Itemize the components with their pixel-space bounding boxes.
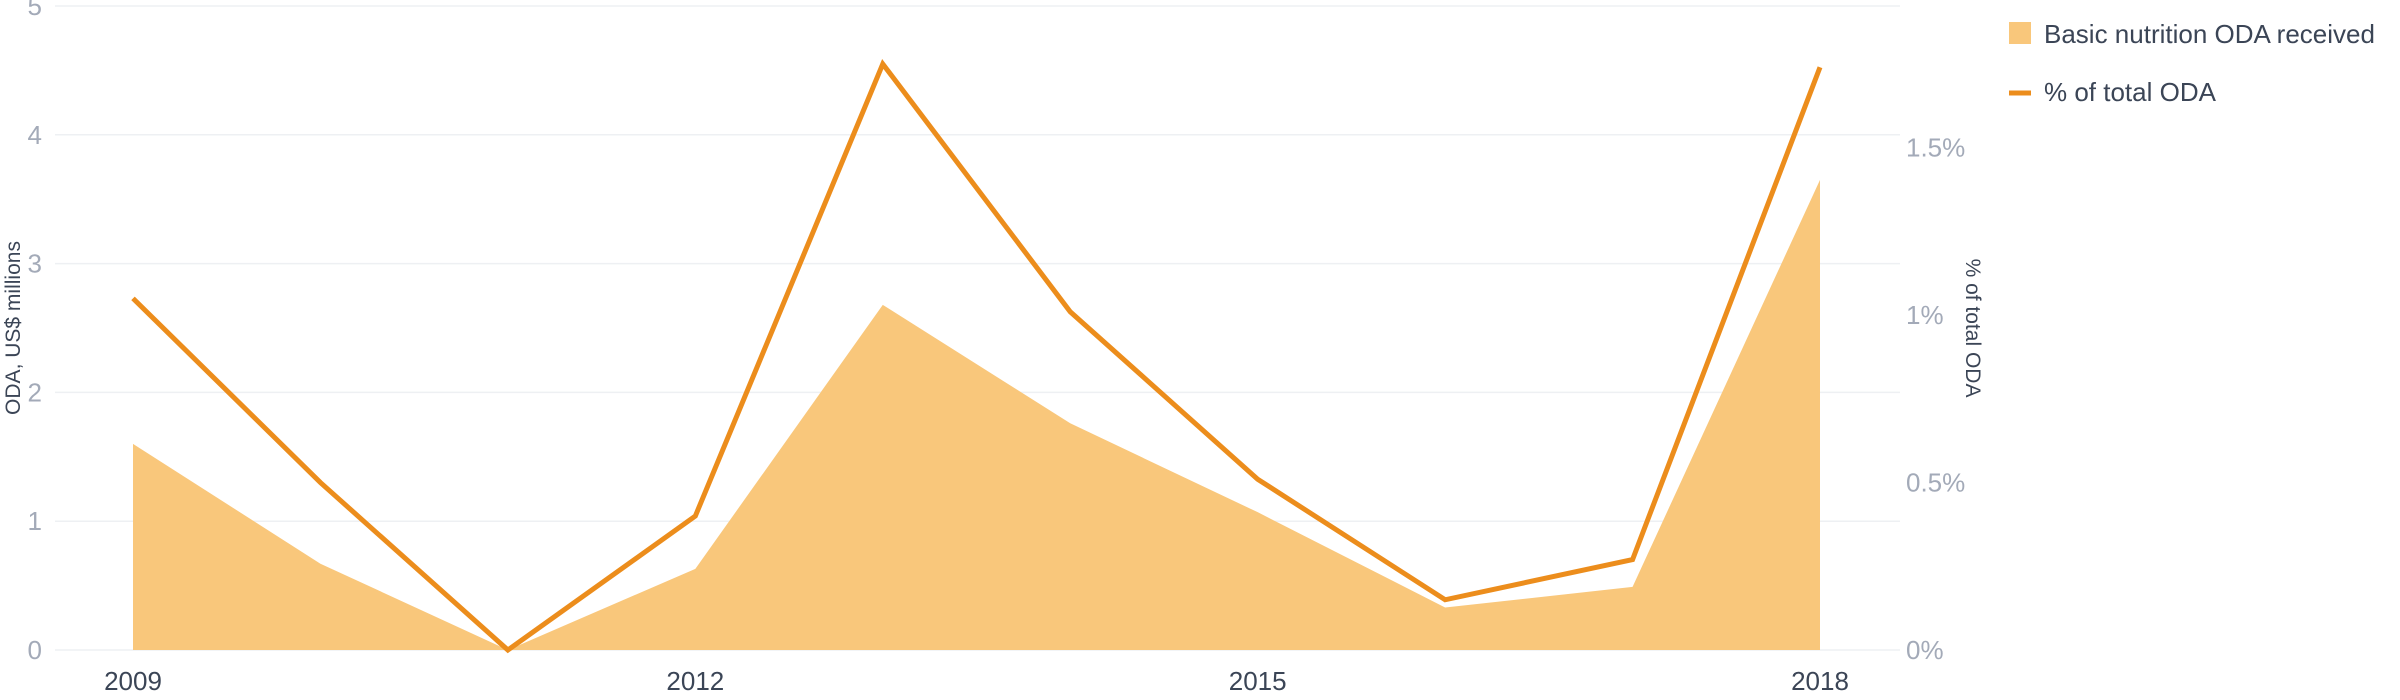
left-tick-label: 1 (28, 506, 42, 536)
right-axis-ticks: 0% 0.5% 1% 1.5% (1906, 133, 1965, 665)
area-series (133, 179, 1820, 650)
right-axis-title: % of total ODA (1961, 259, 1984, 398)
left-axis-ticks: 0 1 2 3 4 5 (28, 0, 42, 665)
legend-label-area: Basic nutrition ODA received (2044, 19, 2375, 49)
x-tick-label: 2012 (666, 666, 724, 696)
left-axis-title: ODA, US$ millions (2, 241, 25, 415)
right-tick-label: 0% (1906, 635, 1944, 665)
line-percent-total-oda (131, 58, 1823, 654)
left-tick-label: 3 (28, 249, 42, 279)
legend-label-line: % of total ODA (2044, 77, 2217, 107)
left-tick-label: 0 (28, 635, 42, 665)
right-tick-label: 0.5% (1906, 468, 1965, 498)
legend: Basic nutrition ODA received % of total … (2009, 19, 2375, 107)
x-tick-label: 2009 (104, 666, 162, 696)
right-tick-label: 1% (1906, 300, 1944, 330)
area-basic-nutrition-oda (133, 179, 1820, 650)
left-tick-label: 4 (28, 120, 42, 150)
legend-swatch-area (2009, 22, 2031, 44)
x-tick-label: 2015 (1229, 666, 1287, 696)
x-tick-label: 2018 (1791, 666, 1849, 696)
left-tick-label: 2 (28, 377, 42, 407)
x-axis-ticks: 2009 2012 2015 2018 (104, 666, 1849, 696)
right-tick-label: 1.5% (1906, 133, 1965, 163)
line-series (131, 58, 1823, 654)
left-tick-label: 5 (28, 0, 42, 21)
